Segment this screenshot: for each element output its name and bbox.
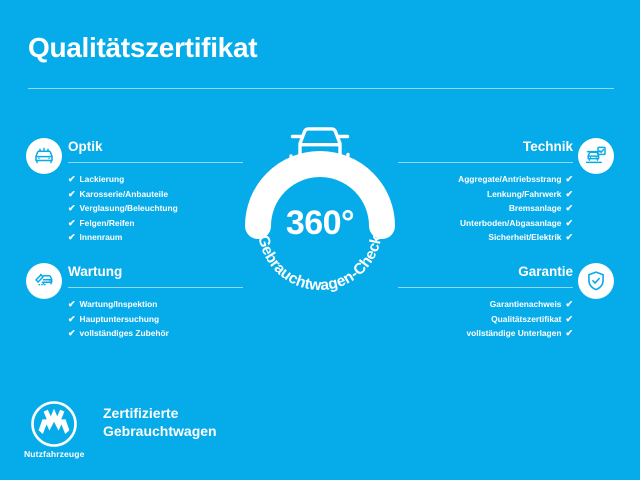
- check-icon: ✔: [565, 188, 573, 199]
- checklist-optik: ✔ Lackierung ✔ Karosserie/Anbauteile ✔ Verg…: [68, 172, 243, 245]
- check-icon: ✔: [68, 299, 76, 309]
- list-item: ✔ Karosserie/Anbauteile: [68, 187, 243, 202]
- vw-logo-subtitle: Nutzfahrzeuge: [24, 449, 85, 459]
- list-item: Unterboden/Abgasanlage ✔: [398, 216, 573, 231]
- list-item-label: vollständiges Zubehör: [79, 328, 169, 339]
- check-icon: ✔: [565, 203, 573, 214]
- page-title: Qualitätszertifikat: [28, 32, 258, 63]
- footer-text: Zertifizierte Gebrauchtwagen: [103, 404, 217, 440]
- section-divider-optik: [68, 162, 243, 163]
- check-icon: ✔: [565, 174, 573, 184]
- check-icon: ✔: [68, 203, 76, 214]
- list-item-label: Wartung/Inspektion: [79, 299, 158, 309]
- section-wartung: Wartung ✔ Wartung/Inspektion ✔ Hauptunters…: [68, 263, 243, 341]
- list-item: ✔ Felgen/Reifen: [68, 216, 243, 231]
- section-divider-technik: [398, 162, 573, 163]
- list-item-label: Karosserie/Anbauteile: [79, 188, 168, 199]
- section-garantie: Garantie Garantienachweis ✔ Qualitätszert…: [398, 263, 573, 341]
- check-icon: ✔: [565, 328, 573, 339]
- section-divider-garantie: [398, 287, 573, 288]
- section-technik: Technik Aggregate/Antriebsstrang ✔ Lenkun…: [398, 138, 573, 245]
- shield-check-icon: [578, 263, 614, 299]
- section-divider-wartung: [68, 287, 243, 288]
- check-icon: ✔: [565, 232, 573, 243]
- checklist-technik: Aggregate/Antriebsstrang ✔ Lenkung/Fahrwe…: [398, 172, 573, 245]
- list-item-label: Innenraum: [79, 232, 123, 243]
- list-item-label: Garantienachweis: [489, 299, 562, 309]
- list-item-label: Felgen/Reifen: [79, 217, 135, 228]
- 360-check-badge: Gebrauchtwagen-Check 360°: [228, 108, 412, 304]
- check-icon: ✔: [68, 328, 76, 339]
- section-heading-optik: Optik: [68, 139, 103, 154]
- section-optik: Optik ✔ Lackierung ✔ Karosserie/Anbauteile…: [68, 138, 243, 245]
- car-front-sparkle-icon: [26, 138, 62, 174]
- list-item: ✔ vollständiges Zubehör: [68, 326, 243, 341]
- list-item-label: Qualitätszertifikat: [491, 313, 562, 324]
- footer-line-2: Gebrauchtwagen: [103, 423, 217, 439]
- checklist-garantie: Garantienachweis ✔ Qualitätszertifikat ✔ v…: [398, 297, 573, 341]
- list-item: Aggregate/Antriebsstrang ✔: [398, 172, 573, 187]
- check-icon: ✔: [68, 174, 76, 184]
- footer-line-1: Zertifizierte: [103, 405, 179, 421]
- check-icon: ✔: [68, 188, 76, 199]
- list-item-label: Verglasung/Beleuchtung: [79, 203, 178, 214]
- check-icon: ✔: [565, 299, 573, 309]
- list-item-label: Aggregate/Antriebsstrang: [458, 174, 562, 184]
- list-item: ✔ Verglasung/Beleuchtung: [68, 201, 243, 216]
- car-lift-checklist-icon: [578, 138, 614, 174]
- check-icon: ✔: [565, 217, 573, 228]
- section-heading-technik: Technik: [522, 139, 573, 154]
- list-item-label: Sicherheit/Elektrik: [488, 232, 562, 243]
- list-item: Lenkung/Fahrwerk ✔: [398, 187, 573, 202]
- list-item-label: Unterboden/Abgasanlage: [460, 217, 562, 228]
- checklist-wartung: ✔ Wartung/Inspektion ✔ Hauptuntersuchung ✔…: [68, 297, 243, 341]
- list-item-label: Hauptuntersuchung: [79, 313, 160, 324]
- list-item: Bremsanlage ✔: [398, 201, 573, 216]
- section-heading-wartung: Wartung: [68, 264, 123, 279]
- list-item-label: Bremsanlage: [508, 203, 562, 214]
- list-item: ✔ Innenraum: [68, 230, 243, 245]
- list-item-label: Lackierung: [79, 174, 125, 184]
- check-icon: ✔: [68, 217, 76, 228]
- badge-value: 360°: [285, 204, 355, 242]
- check-icon: ✔: [68, 313, 76, 324]
- list-item: ✔ Hauptuntersuchung: [68, 312, 243, 327]
- list-item-label: vollständige Unterlagen: [466, 328, 562, 339]
- list-item: ✔ Wartung/Inspektion: [68, 297, 243, 312]
- list-item: Garantienachweis ✔: [398, 297, 573, 312]
- check-icon: ✔: [68, 232, 76, 243]
- car-service-tool-icon: [26, 263, 62, 299]
- section-heading-garantie: Garantie: [518, 264, 573, 279]
- list-item-label: Lenkung/Fahrwerk: [486, 188, 562, 199]
- list-item: Qualitätszertifikat ✔: [398, 312, 573, 327]
- list-item: Sicherheit/Elektrik ✔: [398, 230, 573, 245]
- vw-logo: [30, 400, 78, 448]
- title-divider: [28, 88, 614, 89]
- list-item: vollständige Unterlagen ✔: [398, 326, 573, 341]
- check-icon: ✔: [565, 313, 573, 324]
- list-item: ✔ Lackierung: [68, 172, 243, 187]
